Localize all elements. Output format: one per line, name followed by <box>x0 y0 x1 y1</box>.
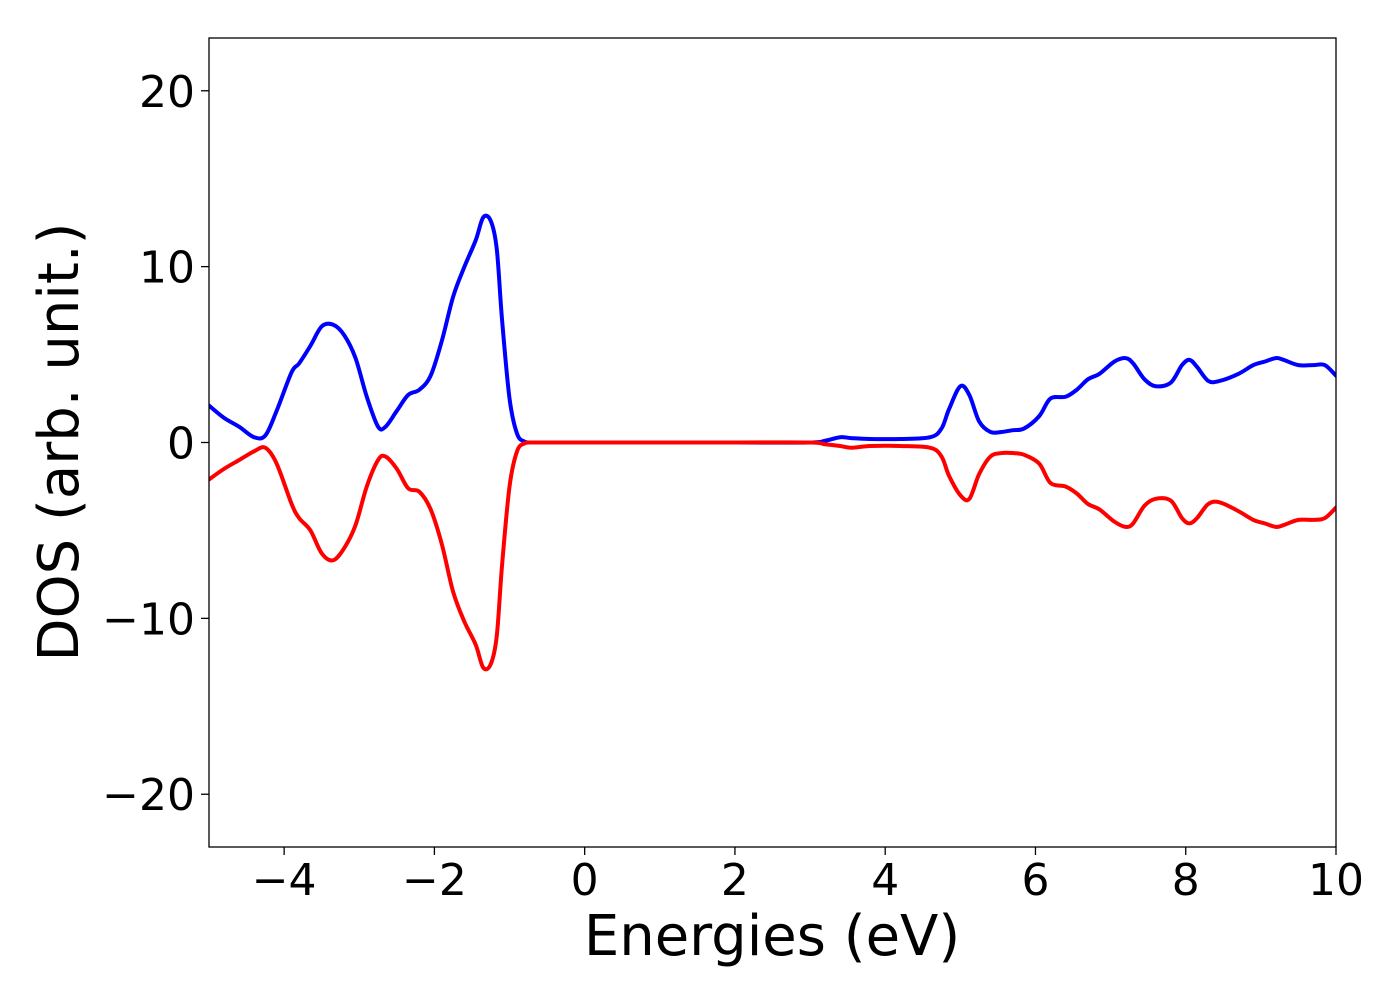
y-tick-label: 0 <box>167 419 195 470</box>
y-axis-title: DOS (arb. unit.) <box>27 222 92 661</box>
y-tick-label: 20 <box>139 67 195 118</box>
y-tick-label: 10 <box>139 243 195 294</box>
y-tick-label: −20 <box>102 770 195 821</box>
series-line-spin-down <box>209 440 1336 672</box>
series-line-spin-up <box>209 213 1336 445</box>
x-tick-label: 8 <box>1172 855 1200 906</box>
x-tick-label: −4 <box>252 855 317 906</box>
x-tick-label: 4 <box>871 855 899 906</box>
x-tick-label: 10 <box>1308 855 1364 906</box>
x-tick-label: −2 <box>402 855 467 906</box>
y-tick-label: −10 <box>102 594 195 645</box>
series-group <box>209 213 1336 672</box>
x-tick-label: 6 <box>1021 855 1049 906</box>
x-axis-title: Energies (eV) <box>584 904 960 969</box>
x-tick-label: 2 <box>721 855 749 906</box>
x-tick-label: 0 <box>571 855 599 906</box>
